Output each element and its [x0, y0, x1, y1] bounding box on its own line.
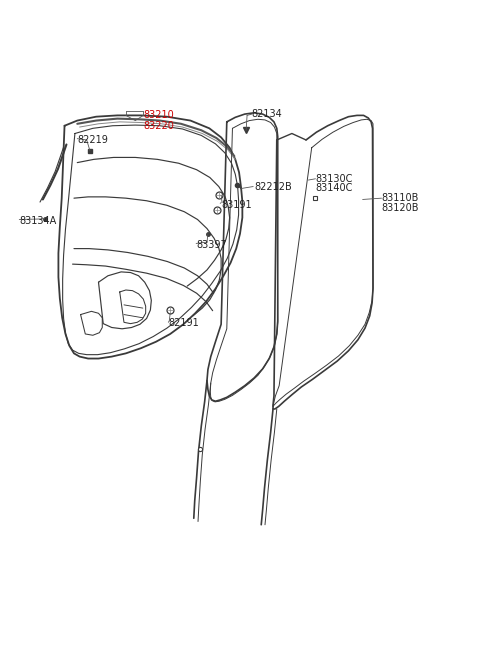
Text: 83397: 83397: [196, 240, 227, 250]
Text: 83140C: 83140C: [315, 183, 353, 193]
Text: 82212B: 82212B: [254, 181, 292, 191]
Text: 82219: 82219: [77, 135, 108, 145]
Text: 83220: 83220: [144, 121, 174, 131]
Text: 83130C: 83130C: [315, 174, 353, 184]
Text: 82191: 82191: [168, 318, 199, 328]
Text: 83134A: 83134A: [19, 215, 57, 226]
Text: 83120B: 83120B: [382, 203, 419, 213]
Text: 83110B: 83110B: [382, 193, 419, 203]
Text: 83210: 83210: [144, 111, 174, 121]
Text: 83191: 83191: [221, 200, 252, 210]
Text: 82134: 82134: [252, 109, 283, 119]
